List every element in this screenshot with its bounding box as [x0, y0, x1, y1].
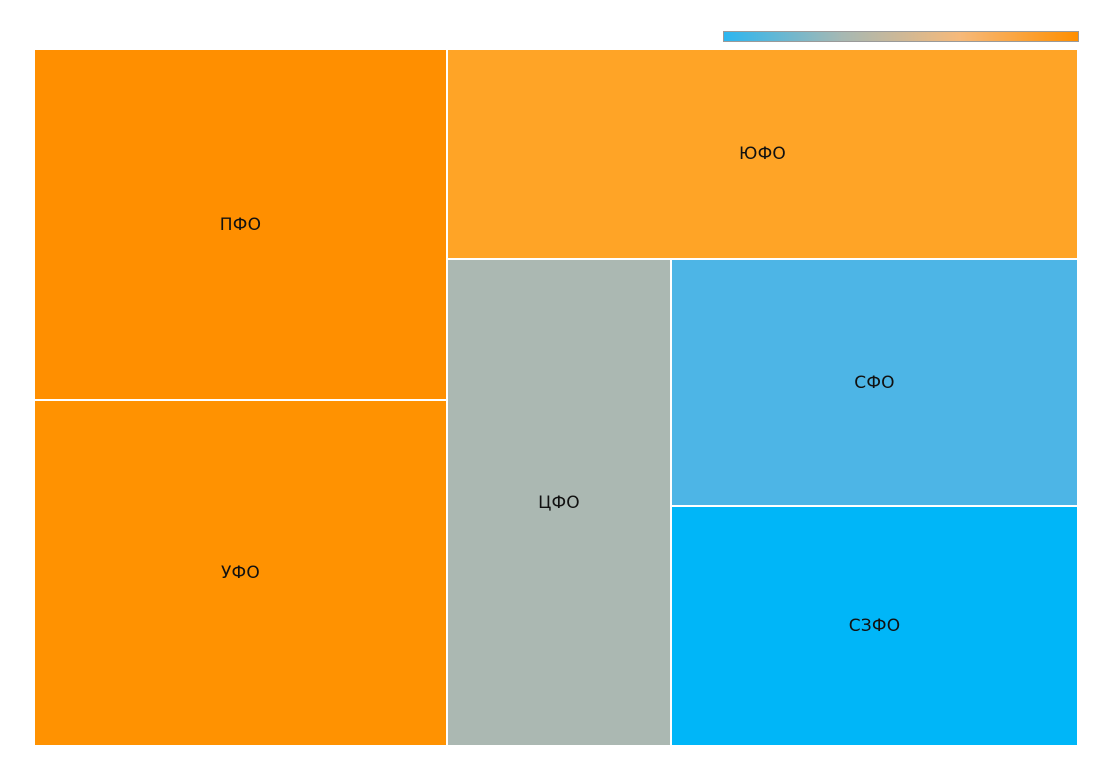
- treemap-tile-label: ЮФО: [739, 144, 786, 164]
- treemap-tile-label: СЗФО: [848, 616, 901, 636]
- treemap-tile: СЗФО: [671, 506, 1078, 746]
- treemap-tile: ЮФО: [447, 49, 1078, 259]
- treemap-tile: СФО: [671, 259, 1078, 506]
- treemap-tile: ЦФО: [447, 259, 671, 746]
- treemap-tile-label: ЦФО: [538, 492, 580, 513]
- color-scale-legend: [723, 31, 1079, 42]
- treemap-tile-label: ПФО: [219, 214, 262, 235]
- treemap-tile: УФО: [34, 400, 447, 746]
- treemap-tile-label: УФО: [221, 563, 260, 583]
- treemap-tile: ПФО: [34, 49, 447, 400]
- treemap-tile-label: СФО: [854, 372, 895, 393]
